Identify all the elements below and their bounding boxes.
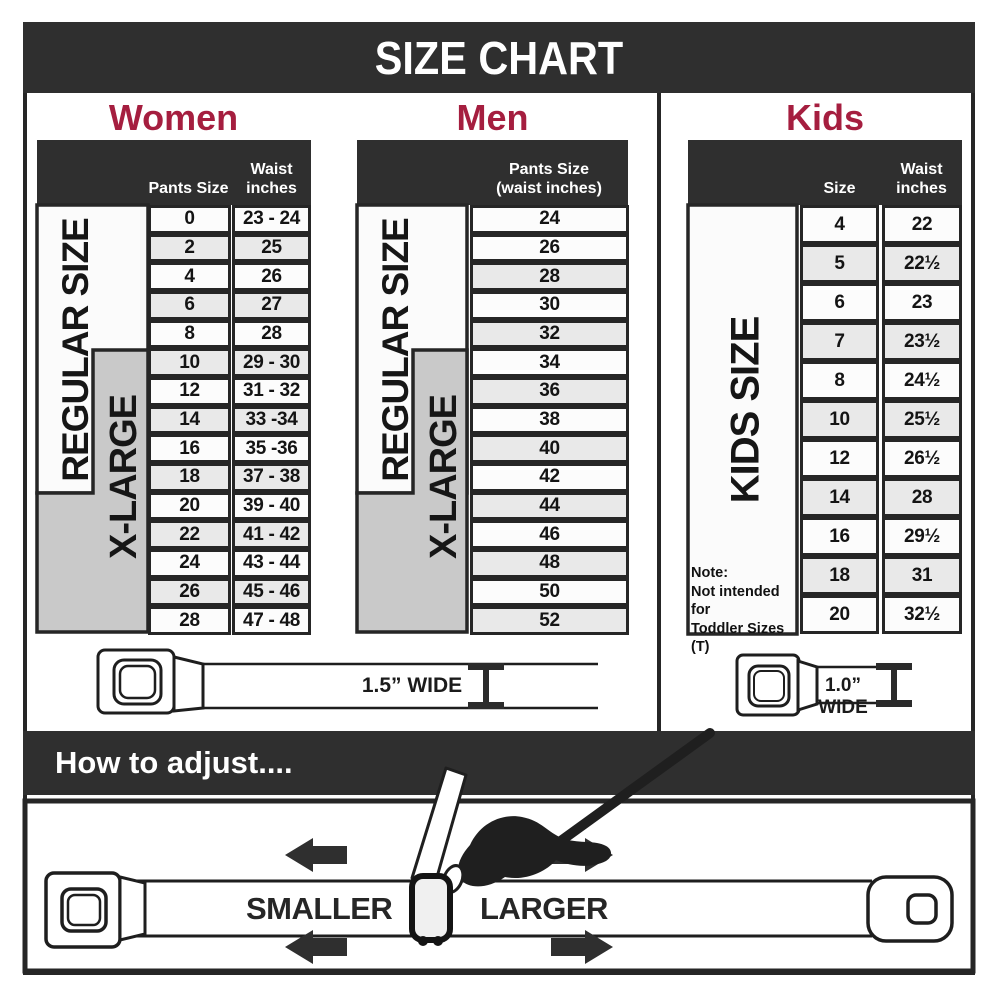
size-cell: 14 <box>148 405 231 435</box>
size-cell: 26 <box>470 233 629 263</box>
size-cell: 46 <box>470 520 629 549</box>
women-waist-header: Waist inches <box>246 161 297 197</box>
kids-section-title: Kids <box>785 97 864 138</box>
size-cell: 20 <box>800 595 879 634</box>
size-cell: 30 <box>470 290 629 320</box>
size-cell: 26 <box>148 577 231 607</box>
size-cell: 26½ <box>882 439 962 478</box>
size-cell: 16 <box>148 434 231 463</box>
adult-belt-width-label: 1.5” WIDE <box>361 674 463 697</box>
size-cell: 28 <box>470 262 629 291</box>
how-to-adjust-title: How to adjust.... <box>55 745 293 780</box>
size-cell: 2 <box>148 233 231 263</box>
women-pants-size-header: Pants Size <box>148 179 229 197</box>
size-cell: 24 <box>148 548 231 578</box>
size-cell: 10 <box>148 348 231 377</box>
women-waist-column: 23 - 24 25 26 27 28 29 - 30 31 - 32 33 -34 35 -3… <box>232 205 311 635</box>
size-cell: 6 <box>800 283 879 322</box>
size-cell: 36 <box>470 376 629 406</box>
kids-belt-width-label: 1.0” WIDE <box>818 675 868 718</box>
size-cell: 43 - 44 <box>232 548 311 578</box>
men-pants-size-header: Pants Size (waist inches) <box>496 161 602 197</box>
size-cell: 23 <box>882 283 962 322</box>
size-cell: 29 - 30 <box>232 348 311 377</box>
size-cell: 28 <box>148 606 231 635</box>
title-banner: SIZE CHART <box>23 22 975 93</box>
size-cell: 47 - 48 <box>232 606 311 635</box>
kids-waist-column: 22 22½ 23 23½ 24½ 25½ 26½ 28 29½ 31 32½ <box>882 205 962 634</box>
size-cell: 45 - 46 <box>232 577 311 607</box>
size-cell: 23½ <box>882 322 962 361</box>
kids-size-column: 4 5 6 7 8 10 12 14 16 18 20 <box>800 205 879 634</box>
size-cell: 26 <box>232 262 311 291</box>
size-cell: 35 -36 <box>232 434 311 463</box>
size-cell: 22 <box>148 520 231 549</box>
women-pants-size-column: 0 2 4 6 8 10 12 14 16 18 20 22 24 26 28 <box>148 205 231 635</box>
size-cell: 39 - 40 <box>232 491 311 521</box>
size-cell: 31 <box>882 556 962 595</box>
size-cell: 4 <box>800 205 879 244</box>
size-cell: 28 <box>232 319 311 349</box>
size-cell: 38 <box>470 405 629 435</box>
size-cell: 12 <box>148 376 231 406</box>
size-cell: 27 <box>232 290 311 320</box>
size-cell: 40 <box>470 434 629 463</box>
size-cell: 44 <box>470 491 629 521</box>
size-cell: 7 <box>800 322 879 361</box>
men-size-column: 24 26 28 30 32 34 36 38 40 42 44 46 48 50 52 <box>470 205 629 635</box>
size-cell: 22½ <box>882 244 962 283</box>
size-cell: 5 <box>800 244 879 283</box>
size-cell: 24½ <box>882 361 962 400</box>
how-to-adjust-banner: How to adjust.... <box>23 731 975 795</box>
size-cell: 34 <box>470 348 629 377</box>
larger-label: LARGER <box>480 891 608 926</box>
size-cell: 37 - 38 <box>232 462 311 492</box>
size-cell: 31 - 32 <box>232 376 311 406</box>
size-cell: 33 -34 <box>232 405 311 435</box>
kids-note: Note: Not intended for Toddler Sizes (T) <box>691 565 785 656</box>
size-cell: 18 <box>800 556 879 595</box>
kids-size-header: Size <box>823 179 856 197</box>
men-table-header: Pants Size (waist inches) <box>357 140 628 205</box>
size-cell: 12 <box>800 439 879 478</box>
men-section-title: Men <box>456 97 529 138</box>
size-cell: 8 <box>800 361 879 400</box>
women-section-title: Women <box>108 97 239 138</box>
size-cell: 18 <box>148 462 231 492</box>
size-cell: 29½ <box>882 517 962 556</box>
size-cell: 20 <box>148 491 231 521</box>
size-cell: 48 <box>470 548 629 578</box>
size-cell: 32½ <box>882 595 962 634</box>
size-cell: 41 - 42 <box>232 520 311 549</box>
size-cell: 22 <box>882 205 962 244</box>
women-table-header: Pants Size Waist inches <box>37 140 311 205</box>
size-cell: 10 <box>800 400 879 439</box>
kids-table-header: Size Waist inches <box>688 140 962 205</box>
size-cell: 16 <box>800 517 879 556</box>
size-cell: 50 <box>470 577 629 607</box>
size-cell: 0 <box>148 205 231 234</box>
smaller-label: SMALLER <box>246 891 393 926</box>
size-cell: 52 <box>470 606 629 635</box>
size-cell: 24 <box>470 205 629 234</box>
size-cell: 32 <box>470 319 629 349</box>
page-title: SIZE CHART <box>374 31 624 84</box>
size-cell: 8 <box>148 319 231 349</box>
size-cell: 14 <box>800 478 879 517</box>
size-cell: 6 <box>148 290 231 320</box>
size-cell: 28 <box>882 478 962 517</box>
size-cell: 42 <box>470 462 629 492</box>
size-cell: 4 <box>148 262 231 291</box>
size-cell: 25 <box>232 233 311 263</box>
size-cell: 23 - 24 <box>232 205 311 234</box>
kids-waist-header: Waist inches <box>896 161 947 197</box>
size-cell: 25½ <box>882 400 962 439</box>
section-divider <box>657 93 661 731</box>
